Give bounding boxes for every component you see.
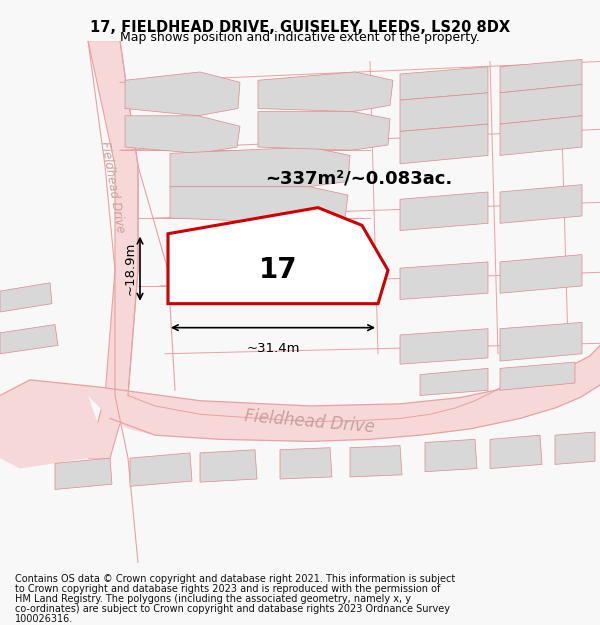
Text: HM Land Registry. The polygons (including the associated geometry, namely x, y: HM Land Registry. The polygons (includin…: [15, 594, 411, 604]
Text: Fieldhead Drive: Fieldhead Drive: [244, 407, 376, 436]
Polygon shape: [500, 59, 582, 92]
Polygon shape: [500, 116, 582, 156]
Polygon shape: [500, 254, 582, 293]
Text: 100026316.: 100026316.: [15, 614, 73, 624]
Polygon shape: [168, 208, 388, 304]
Polygon shape: [0, 282, 52, 312]
Text: Map shows position and indicative extent of the property.: Map shows position and indicative extent…: [120, 31, 480, 44]
Polygon shape: [500, 322, 582, 361]
Text: co-ordinates) are subject to Crown copyright and database rights 2023 Ordnance S: co-ordinates) are subject to Crown copyr…: [15, 604, 450, 614]
Polygon shape: [400, 124, 488, 164]
Polygon shape: [500, 184, 582, 223]
Polygon shape: [350, 446, 402, 477]
Text: 17, FIELDHEAD DRIVE, GUISELEY, LEEDS, LS20 8DX: 17, FIELDHEAD DRIVE, GUISELEY, LEEDS, LS…: [90, 20, 510, 35]
Polygon shape: [400, 329, 488, 364]
Polygon shape: [555, 432, 595, 464]
Polygon shape: [200, 450, 257, 482]
Polygon shape: [88, 41, 138, 458]
Polygon shape: [400, 262, 488, 299]
Polygon shape: [170, 147, 350, 187]
Text: Fieldhead Drive: Fieldhead Drive: [98, 140, 127, 234]
Text: Contains OS data © Crown copyright and database right 2021. This information is : Contains OS data © Crown copyright and d…: [15, 574, 455, 584]
Polygon shape: [0, 324, 58, 354]
Text: ~337m²/~0.083ac.: ~337m²/~0.083ac.: [265, 169, 452, 187]
Polygon shape: [490, 435, 542, 469]
Polygon shape: [425, 439, 477, 472]
Polygon shape: [125, 72, 240, 116]
Polygon shape: [500, 84, 582, 124]
Polygon shape: [400, 192, 488, 231]
Text: to Crown copyright and database rights 2023 and is reproduced with the permissio: to Crown copyright and database rights 2…: [15, 584, 440, 594]
Polygon shape: [0, 346, 600, 469]
Polygon shape: [55, 458, 112, 489]
Polygon shape: [400, 92, 488, 131]
Polygon shape: [420, 368, 488, 396]
Polygon shape: [130, 453, 192, 486]
Polygon shape: [280, 448, 332, 479]
Text: ~18.9m: ~18.9m: [124, 242, 137, 296]
Polygon shape: [500, 362, 575, 390]
Polygon shape: [258, 72, 393, 112]
Polygon shape: [125, 116, 240, 153]
Polygon shape: [170, 187, 348, 223]
Text: ~31.4m: ~31.4m: [246, 342, 300, 355]
Polygon shape: [258, 112, 390, 150]
Polygon shape: [400, 67, 488, 100]
Text: 17: 17: [259, 256, 298, 284]
